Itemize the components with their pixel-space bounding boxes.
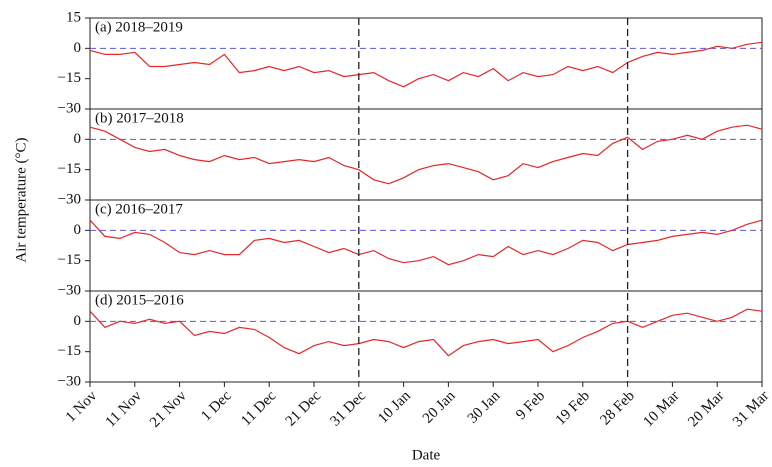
- y-tick-label: −30: [58, 373, 81, 389]
- temperature-line: [89, 41, 763, 88]
- y-tick-label: −15: [58, 343, 81, 359]
- x-tick-label: 11 Dec: [238, 388, 279, 429]
- panel-title: (b) 2017–2018: [95, 110, 184, 126]
- x-tick-label: 10 Mar: [640, 388, 682, 430]
- x-tick-label: 9 Feb: [513, 388, 548, 423]
- x-tick-label: 19 Feb: [553, 388, 593, 428]
- x-tick-label: 1 Dec: [198, 388, 235, 425]
- temperature-line: [89, 219, 763, 266]
- temperature-line: [89, 308, 763, 357]
- panel-title: (c) 2016–2017: [95, 201, 183, 217]
- y-tick-label: −15: [58, 161, 81, 177]
- y-tick-label: 0: [74, 313, 82, 329]
- temperature-line: [89, 124, 763, 185]
- panel-frame: [89, 290, 763, 383]
- x-tick-label: 1 Nov: [63, 388, 101, 426]
- y-tick-label: 0: [74, 131, 82, 147]
- y-tick-label: −30: [58, 191, 81, 207]
- x-tick-label: 10 Jan: [375, 388, 414, 427]
- panel-frame: [89, 108, 763, 201]
- y-tick-label: 15: [66, 9, 81, 25]
- y-axis-label: Air temperature (°C): [13, 137, 29, 262]
- x-tick-label: 20 Jan: [420, 388, 459, 427]
- x-tick-label: 28 Feb: [597, 388, 637, 428]
- y-tick-label: −15: [58, 70, 81, 86]
- y-tick-label: 0: [74, 222, 82, 238]
- y-tick-label: −30: [58, 282, 81, 298]
- panel-title: (d) 2015–2016: [95, 292, 184, 308]
- y-tick-label: −15: [58, 252, 81, 268]
- x-tick-label: 21 Dec: [283, 388, 325, 430]
- panel-title: (a) 2018–2019: [95, 19, 183, 35]
- y-tick-label: −30: [58, 100, 81, 116]
- x-axis-label: Date: [412, 447, 441, 463]
- y-tick-label: 0: [74, 40, 82, 56]
- x-tick-label: 11 Nov: [103, 388, 146, 431]
- x-tick-label: 31 Dec: [327, 388, 369, 430]
- x-tick-label: 21 Nov: [147, 388, 190, 431]
- x-tick-label: 20 Mar: [685, 388, 727, 430]
- x-tick-label: 31 Mar: [730, 388, 772, 430]
- x-tick-label: 30 Jan: [465, 388, 504, 427]
- panel-frame: [89, 199, 763, 292]
